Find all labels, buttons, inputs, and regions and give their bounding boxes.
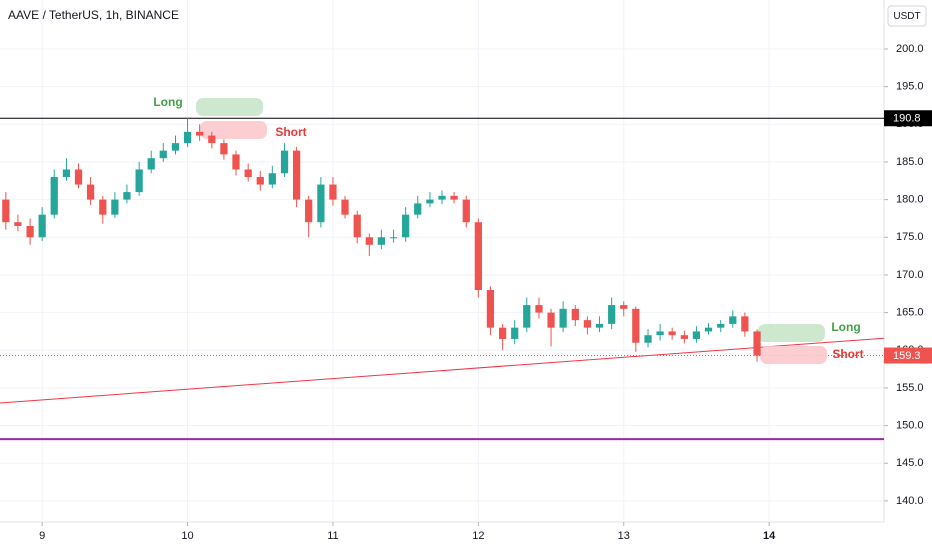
y-tick-label: 150.0: [896, 419, 924, 431]
candle-body: [511, 327, 519, 339]
annotation-box: [758, 324, 825, 342]
annotation-box: [760, 346, 827, 364]
candle-body: [135, 169, 143, 193]
candle-body: [111, 199, 119, 215]
candle-body: [305, 199, 313, 223]
x-tick-label: 12: [472, 530, 484, 542]
candle-body: [317, 184, 325, 223]
candle-body: [220, 143, 228, 155]
x-tick-label: 14: [763, 530, 776, 542]
candle-body: [256, 177, 264, 185]
candle-body: [38, 214, 46, 238]
x-tick-label: 11: [327, 530, 338, 542]
candle-body: [329, 184, 337, 200]
candle-body: [474, 222, 482, 290]
currency-box: [887, 5, 927, 27]
annotation-label: Short: [275, 125, 306, 139]
candle-body: [74, 169, 83, 185]
annotation-box: [196, 98, 263, 116]
candle-body: [486, 290, 495, 328]
y-tick-label: 195.0: [896, 81, 924, 93]
candle-body: [280, 150, 289, 174]
candle-body: [99, 199, 107, 215]
candle-body: [462, 199, 470, 223]
candle-body: [620, 305, 628, 309]
candle-body: [571, 308, 579, 321]
candle-body: [232, 154, 240, 170]
candle-body: [644, 335, 652, 343]
candle-body: [717, 323, 725, 328]
candle-body: [668, 331, 676, 336]
candle-body: [499, 327, 507, 339]
candle-body: [656, 331, 664, 336]
y-tick-label: 170.0: [896, 269, 924, 281]
y-tick-label: 145.0: [896, 457, 924, 469]
candle-body: [147, 158, 155, 170]
candle-body: [583, 320, 592, 328]
candle-body: [559, 308, 567, 328]
candle-body: [729, 316, 737, 324]
annotation-label: Long: [153, 95, 182, 109]
y-tick-label: 155.0: [896, 382, 924, 394]
candle-body: [244, 169, 252, 178]
x-tick-label: 9: [39, 530, 45, 542]
candle-body: [365, 237, 373, 245]
y-tick-label: 165.0: [896, 307, 924, 319]
candle-body: [2, 199, 10, 223]
y-tick-label: 175.0: [896, 231, 924, 243]
annotation-box: [200, 121, 267, 139]
annotation-label: Short: [832, 347, 863, 361]
x-tick-label: 13: [618, 530, 630, 542]
candle-body: [171, 143, 180, 151]
candle-body: [26, 225, 34, 238]
candle-body: [377, 237, 385, 245]
candle-body: [123, 192, 131, 200]
candle-body: [268, 173, 276, 185]
candle-body: [389, 237, 398, 239]
trend-line: [0, 337, 885, 404]
currency-label: USDT: [893, 11, 920, 22]
y-tick-label: 185.0: [896, 156, 924, 168]
candle-body: [704, 327, 713, 332]
candle-body: [50, 177, 58, 215]
candle-body: [595, 323, 604, 328]
y-tick-label: 180.0: [896, 194, 924, 206]
candle-body: [402, 214, 410, 238]
price-tag-label: 190.8: [893, 113, 921, 125]
candle-body: [547, 312, 555, 328]
candle-body: [86, 184, 95, 200]
candle-body: [292, 150, 301, 200]
y-tick-label: 140.0: [896, 495, 924, 507]
y-tick-label: 200.0: [896, 43, 924, 55]
candle-body: [208, 135, 216, 144]
candle-body: [450, 195, 458, 200]
price-tag: [884, 110, 932, 127]
candle-body: [438, 195, 446, 200]
candle-body: [692, 331, 701, 339]
candle-body: [14, 222, 22, 226]
last-price-label: 159.3: [893, 350, 921, 362]
candle-body: [159, 150, 167, 159]
candle-body: [414, 203, 422, 215]
candle-body: [183, 131, 192, 144]
chart-title: AAVE / TetherUS, 1h, BINANCE: [8, 8, 179, 22]
candle-body: [353, 214, 361, 238]
candle-body: [632, 308, 640, 343]
candle-body: [680, 335, 688, 339]
candle-body: [608, 305, 616, 324]
candle-body: [523, 305, 531, 328]
candle-body: [196, 131, 204, 136]
annotation-label: Long: [831, 320, 860, 334]
candle-body: [741, 316, 749, 332]
candle-body: [535, 305, 543, 313]
candle-body: [753, 331, 761, 356]
candle-body: [62, 169, 71, 178]
x-tick-label: 10: [181, 530, 193, 542]
candle-body: [426, 199, 434, 204]
candle-body: [341, 199, 349, 215]
last-price-tag: [884, 347, 932, 364]
